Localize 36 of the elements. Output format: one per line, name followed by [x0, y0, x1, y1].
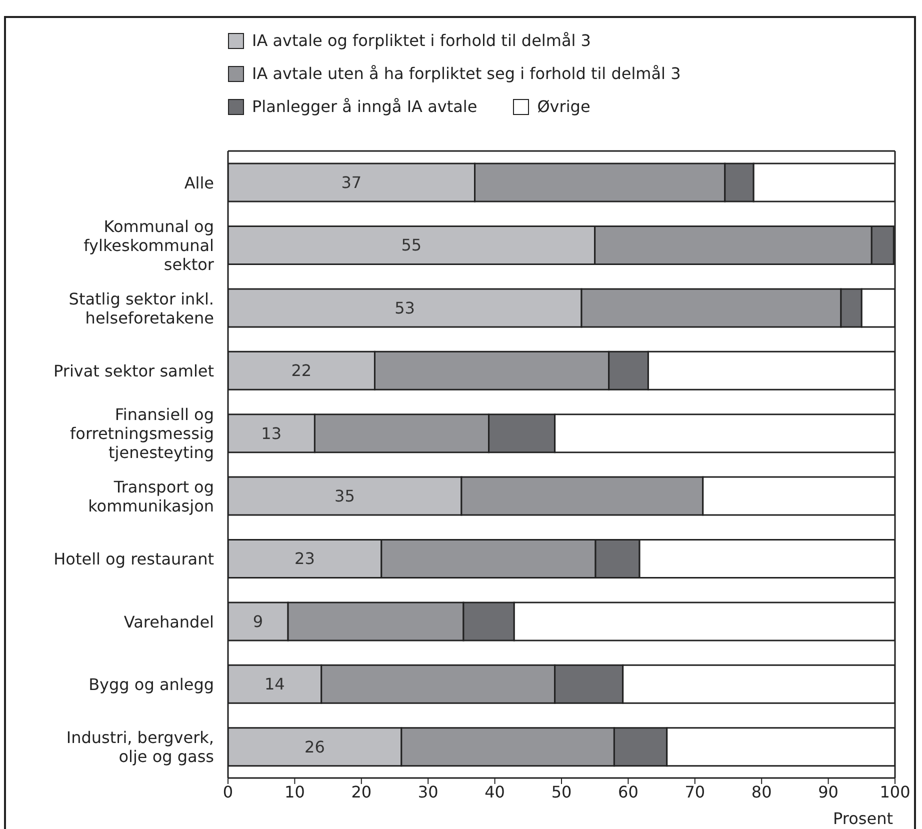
y-tick-label: Varehandel: [124, 612, 214, 631]
legend-label: IA avtale og forpliktet i forhold til delmål 3: [252, 31, 591, 50]
data-label: 35: [334, 486, 355, 506]
data-label: 22: [291, 361, 312, 380]
y-tick-label: Statlig sektor inkl. helseforetakene: [68, 288, 214, 327]
legend-label: Øvrige: [537, 97, 590, 116]
x-tick-label: 40: [484, 782, 505, 802]
data-label: 23: [294, 549, 315, 568]
data-label: 14: [264, 674, 285, 694]
y-tick-label: Transport og kommunikasjon: [88, 476, 214, 515]
x-tick-label: 20: [351, 782, 372, 802]
x-tick-label: 70: [684, 782, 706, 802]
y-tick-label: Alle: [184, 172, 214, 192]
y-tick-label: Bygg og anlegg: [88, 674, 214, 694]
x-tick-label: 100: [880, 782, 910, 802]
legend-label: Planlegger å inngå IA avtale: [252, 97, 478, 116]
y-tick-label: Privat sektor samlet: [54, 360, 214, 380]
x-axis-title: Prosent: [833, 809, 893, 828]
data-label: 9: [252, 612, 264, 631]
data-label: 26: [304, 737, 325, 756]
data-label: 13: [261, 424, 282, 443]
x-tick-label: 60: [618, 782, 638, 802]
x-tick-label: 90: [818, 782, 838, 802]
x-tick-label: 50: [551, 782, 572, 802]
data-label: 37: [341, 173, 362, 192]
data-label: 55: [401, 236, 422, 255]
legend-label: IA avtale uten å ha forpliktet seg i forhold til delmål 3: [252, 64, 681, 83]
x-tick-label: 30: [418, 782, 438, 802]
x-tick-label: 10: [284, 782, 305, 802]
y-tick-label: Finansiell og forretningsmessig tjenesteyting: [70, 404, 214, 462]
x-tick-label: 0: [222, 782, 234, 802]
y-tick-label: Industri, bergverk, olje og gass: [66, 728, 214, 766]
y-tick-label: Hotell og restaurant: [54, 549, 214, 568]
y-tick-label: Kommunal og fylkeskommunal sektor: [84, 216, 214, 274]
data-label: 53: [394, 298, 415, 318]
x-tick-label: 80: [751, 782, 772, 802]
